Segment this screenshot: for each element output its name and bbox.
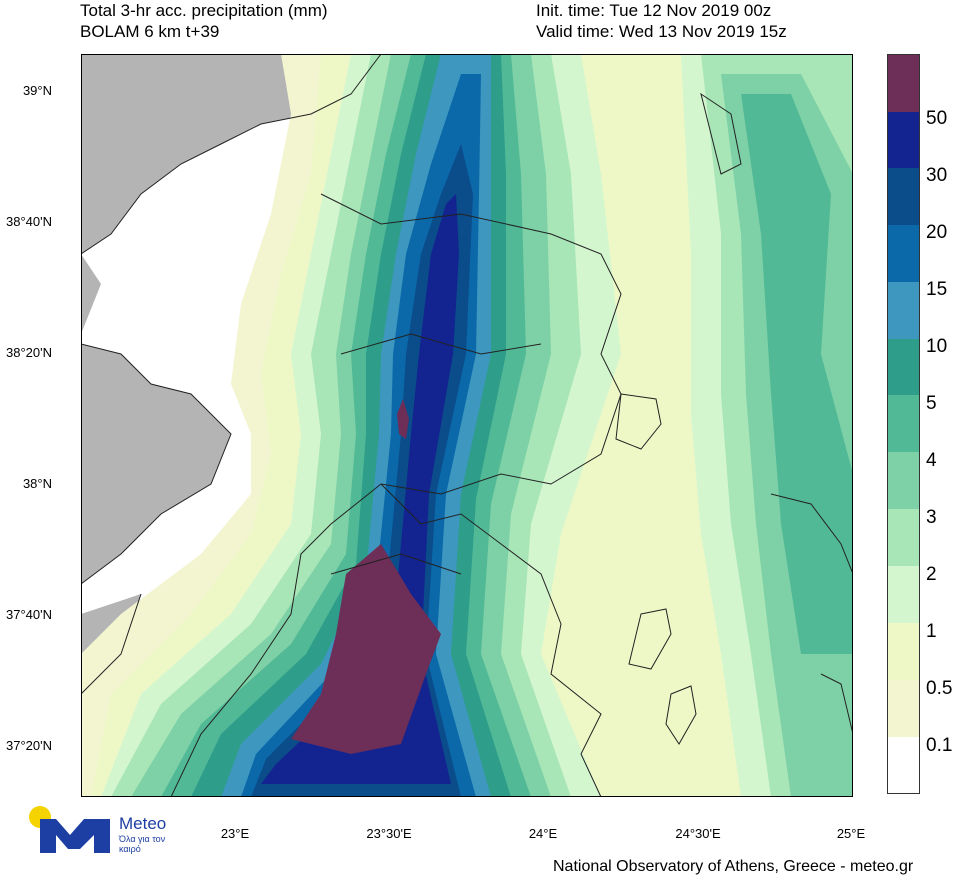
legend-swatch-2 (888, 509, 919, 566)
legend-swatch-1 (888, 566, 919, 623)
lon-label-23-30e: 23°30'E (366, 826, 412, 841)
legend-swatch-0-5 (888, 623, 919, 680)
title-line-1: Total 3-hr acc. precipitation (mm) (80, 1, 328, 20)
legend-swatch-15 (888, 225, 919, 282)
meteo-m-sun-logo (29, 806, 110, 853)
legend-label-0-5: 0.5 (926, 678, 953, 699)
logo-name: Meteo (119, 814, 167, 833)
precip-4-east (741, 94, 853, 654)
title-line-2: BOLAM 6 km t+39 (80, 22, 220, 41)
lat-label-38n: 38°N (22, 476, 52, 491)
legend-swatch-0-1 (888, 680, 919, 737)
footer-credit: National Observatory of Athens, Greece -… (553, 858, 914, 875)
lon-label-23e: 23°E (220, 826, 250, 841)
land-west-3 (81, 344, 231, 584)
land-west-2 (81, 254, 101, 334)
precip-50-a (397, 399, 409, 439)
lon-label-25e: 25°E (836, 826, 866, 841)
lat-label-38-20n: 38°20'N (6, 345, 52, 360)
m-icon (40, 819, 110, 853)
valid-time: Valid time: Wed 13 Nov 2019 15z (536, 22, 787, 41)
legend-label-0-1: 0.1 (926, 735, 953, 756)
lat-label-37-20n: 37°20'N (6, 738, 52, 753)
legend-swatch-3 (888, 452, 919, 509)
lat-label-39n: 39°N (22, 83, 52, 98)
legend-label-2: 2 (926, 564, 937, 585)
precip-50-b (291, 544, 441, 754)
legend-swatch-20 (888, 168, 919, 225)
legend-label-5: 5 (926, 393, 937, 414)
lat-label-38-40n: 38°40'N (6, 214, 52, 229)
logo-tagline: Όλα για τον καιρό (119, 834, 166, 854)
init-time: Init. time: Tue 12 Nov 2019 00z (536, 1, 772, 20)
legend-swatch-5 (888, 339, 919, 395)
coastlines (81, 54, 853, 797)
legend-label-50: 50 (926, 108, 948, 129)
color-legend (887, 54, 920, 794)
map-frame (81, 54, 853, 797)
precipitation-map (81, 54, 853, 797)
lon-label-24-30e: 24°30'E (675, 826, 721, 841)
legend-label-3: 3 (926, 507, 937, 528)
legend-label-15: 15 (926, 279, 948, 300)
title-block: Total 3-hr acc. precipitation (mm) BOLAM… (80, 0, 328, 42)
lat-label-37-40n: 37°40'N (6, 607, 52, 622)
legend-label-4: 4 (926, 450, 937, 471)
legend-label-10: 10 (926, 336, 948, 357)
legend-label-30: 30 (926, 165, 948, 186)
legend-swatch-4 (888, 395, 919, 452)
legend-swatch-10 (888, 282, 919, 339)
legend-label-20: 20 (926, 222, 948, 243)
legend-label-1: 1 (926, 621, 937, 642)
legend-swatch-below (888, 737, 919, 793)
time-block: Init. time: Tue 12 Nov 2019 00z Valid ti… (536, 0, 787, 42)
legend-swatch-30 (888, 112, 919, 168)
legend-swatch-50-plus (888, 55, 919, 112)
lon-label-24e: 24°E (528, 826, 558, 841)
